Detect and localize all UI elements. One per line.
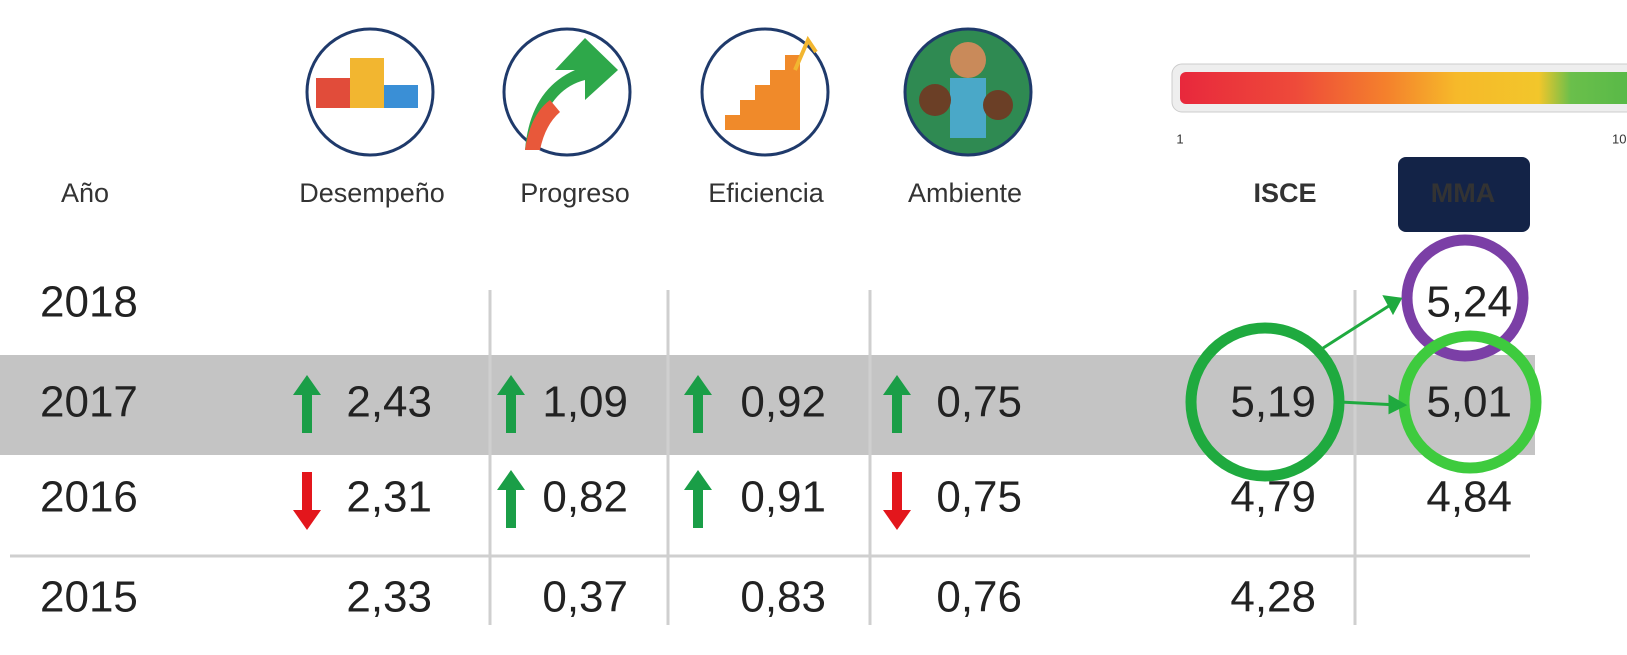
icon-eficiencia: [702, 29, 828, 155]
scale-bar: [1172, 64, 1627, 112]
column-header: Año: [61, 178, 109, 208]
column-header: Progreso: [520, 178, 630, 208]
column-header: ISCE: [1253, 178, 1316, 208]
column-header: Eficiencia: [708, 178, 825, 208]
cell-value: 2,43: [346, 378, 432, 427]
cell-value: 2,33: [346, 573, 432, 622]
cell-value: 0,83: [740, 573, 826, 622]
cell-value: 4,28: [1230, 573, 1316, 622]
year: 2016: [40, 473, 138, 522]
cell-value: 0,76: [936, 573, 1022, 622]
icon-ambiente: [905, 29, 1031, 155]
cell-value: 0,82: [542, 473, 628, 522]
cell-value: 5,24: [1426, 278, 1512, 327]
cell-value: 5,01: [1426, 378, 1512, 427]
cell-value: 0,92: [740, 378, 826, 427]
column-header: MMA: [1431, 178, 1495, 208]
table-view: 1 10 2018 5,24 2017 2,43 1,09 0,92 0,75 5,19 5,0…: [0, 0, 1627, 655]
cell-value: 0,75: [936, 378, 1022, 427]
trend-arrow: [684, 470, 712, 528]
icon-desempeno: [307, 29, 433, 155]
cell-value: 0,91: [740, 473, 826, 522]
cell-value: 5,19: [1230, 378, 1316, 427]
icon-progreso: [504, 29, 630, 155]
column-header: Desempeño: [299, 178, 445, 208]
column-header: Ambiente: [908, 178, 1022, 208]
trend-arrow: [883, 472, 911, 530]
trend-arrow: [497, 470, 525, 528]
trend-arrow: [293, 472, 321, 530]
year: 2017: [40, 378, 138, 427]
cell-value: 4,84: [1426, 473, 1512, 522]
scale-min: 1: [1176, 131, 1183, 146]
year: 2015: [40, 573, 138, 622]
cell-value: 2,31: [346, 473, 432, 522]
scale-max: 10: [1612, 131, 1626, 146]
page: 1 10 2018 5,24 2017 2,43 1,09 0,92 0,75 5,19 5,0…: [0, 0, 1627, 655]
cell-value: 1,09: [542, 378, 628, 427]
year: 2018: [40, 278, 138, 327]
cell-value: 0,75: [936, 473, 1022, 522]
cell-value: 0,37: [542, 573, 628, 622]
